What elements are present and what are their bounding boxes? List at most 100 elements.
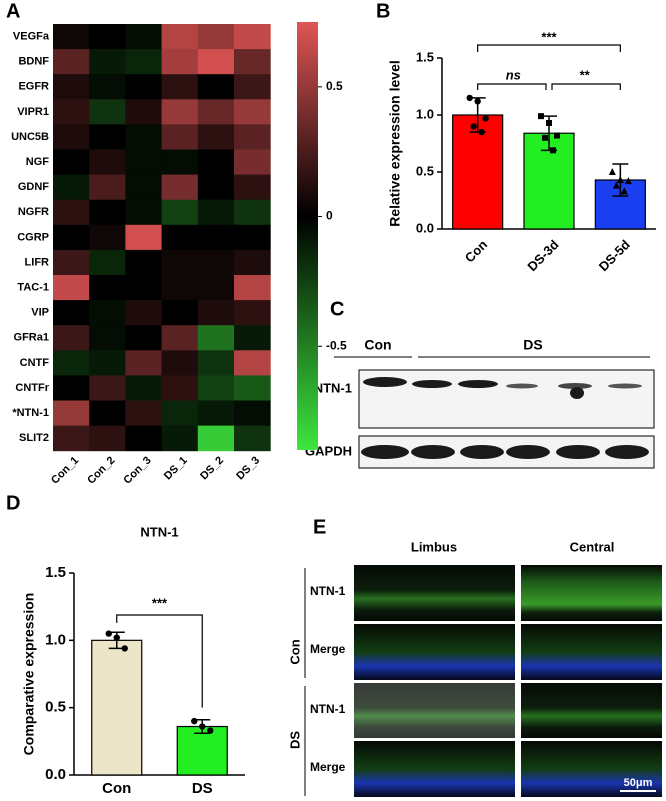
heat-cell [89,249,126,276]
panel-label: E [313,516,326,538]
heat-cell [89,24,126,50]
heat-cell [125,300,163,326]
significance-bracket [477,83,547,90]
heat-cell [161,275,199,301]
x-tick-label: Con [102,780,131,797]
heat-cell [53,325,90,351]
heat-cell [89,400,126,427]
data-point [470,123,477,130]
data-point [207,727,214,734]
data-point [482,115,489,122]
row-label: GFRa1 [14,332,49,344]
heat-cell [125,325,163,351]
heat-cell [197,99,235,125]
panel-label: C [330,298,344,320]
heat-cell [161,174,199,201]
heat-cell [234,24,271,50]
row-label: *NTN-1 [12,407,49,419]
heat-cell [197,24,235,50]
heat-cell [197,199,235,226]
heat-cell [197,174,235,201]
heat-cell [197,425,235,452]
data-point [105,630,112,637]
y-tick-label: 0.0 [416,220,434,235]
heat-cell [234,149,271,176]
row-label: UNC5B [11,131,49,143]
heat-cell [53,275,90,301]
heat-cell [125,425,163,452]
column-label: DS_3 [234,454,262,482]
heat-cell [53,174,90,201]
data-point [546,119,552,126]
row-label: CGRP [17,231,49,243]
heat-cell [234,249,271,276]
column-label: Con_2 [85,454,117,486]
heat-cell [53,400,90,427]
heat-cell [53,124,90,150]
data-point [616,175,624,183]
heat-cell [53,350,90,376]
row-label: SLIT2 [19,432,49,444]
heat-cell [53,425,90,452]
heat-cell [53,49,90,75]
heat-cell [125,224,163,251]
heat-cell [53,375,90,401]
heat-cell [53,74,90,100]
heat-cell [89,425,126,452]
heat-cell [89,74,126,100]
heat-cell [161,350,199,376]
data-point [542,134,548,141]
significance-label: ** [580,67,591,82]
heat-cell [161,74,199,100]
bands [361,377,649,459]
heat-cell [161,325,199,351]
group-label: DS [523,337,542,353]
heat-cell [161,124,199,150]
data-point [624,177,632,185]
y-tick-label: 0.0 [45,766,66,783]
bar [91,639,143,776]
x-tick-label: Con [462,237,491,266]
data-point [474,98,481,105]
heat-cell [234,275,271,301]
heat-cell [53,24,90,50]
x-tick-label: DS [192,780,213,797]
data-point [113,634,120,641]
heat-cell [197,350,235,376]
colorbar-tick-label: 0.5 [326,79,343,93]
data-point [620,187,628,195]
heat-cell [197,300,235,326]
data-point [608,168,616,175]
heat-cell [197,400,235,427]
significance-bracket [551,83,621,90]
image [521,741,662,797]
heat-cell [89,375,126,401]
heat-cell [197,124,235,150]
heat-cell [53,199,90,226]
heat-cell [53,249,90,276]
row-label: EGFR [18,81,49,93]
data-point [554,132,560,139]
significance-label: *** [152,595,168,610]
row-label: BDNF [18,56,49,68]
heat-cell [234,375,271,401]
image [521,565,662,621]
heat-cell [125,74,163,100]
chart-title: NTN-1 [140,524,178,539]
heat-cell [197,325,235,351]
heat-cell [234,325,271,351]
channel-label: Merge [310,760,346,774]
heat-cell [161,49,199,75]
heat-cell [53,300,90,326]
significance-label: ns [506,67,521,82]
heat-cell [53,224,90,251]
data-point [612,181,620,189]
y-tick-label: 0.5 [416,163,434,178]
heat-cell [89,99,126,125]
heat-cell [89,350,126,376]
heat-cell [89,149,126,176]
heat-cell [161,99,199,125]
row-label: VIP [31,307,49,319]
image [521,624,662,680]
